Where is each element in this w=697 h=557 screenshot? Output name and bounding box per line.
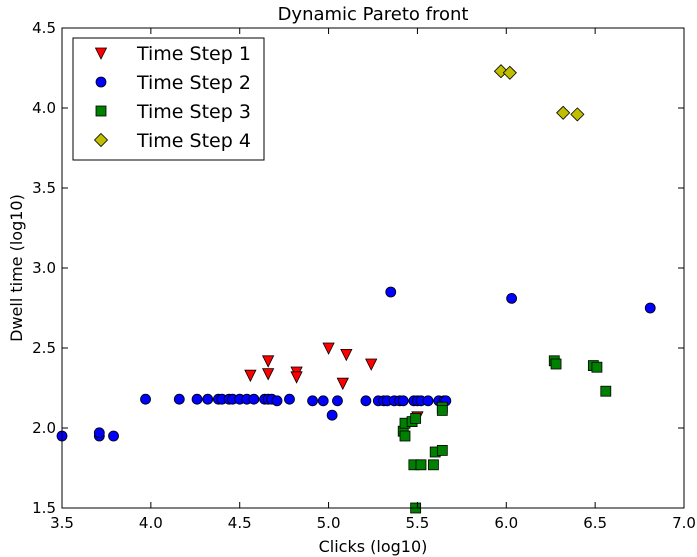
axis-ticks: 3.5 4.0 4.5 5.0 5.5 6.0 6.5 7.0 1.5 2.0 2.5 3.0 3.5 4… [32, 19, 696, 532]
series-2-point [422, 395, 434, 407]
x-tick-label: 3.5 [50, 514, 74, 532]
x-tick-label: 6.5 [583, 514, 607, 532]
series-3-point [436, 444, 448, 456]
x-tick-label: 7.0 [672, 514, 696, 532]
plot-frame [61, 27, 685, 509]
x-tick-label: 6.0 [494, 514, 518, 532]
chart-title: Dynamic Pareto front [278, 4, 469, 25]
x-axis-label: Clicks (log10) [319, 537, 428, 556]
y-tick-label: 2.5 [32, 339, 56, 357]
legend-marker-3 [95, 105, 107, 117]
y-tick-label: 4.5 [32, 19, 56, 37]
x-tick-label: 5.5 [405, 514, 429, 532]
data-markers [56, 64, 656, 514]
legend-marker-1 [94, 47, 108, 60]
series-3-point [428, 459, 439, 471]
series-2-point [307, 395, 318, 407]
y-tick-label: 3.5 [32, 179, 56, 197]
series-2-point [202, 393, 214, 405]
series-4-point [556, 105, 571, 120]
series-1-point [336, 377, 349, 391]
x-tick-label: 4.0 [139, 514, 163, 532]
series-3-point [415, 459, 427, 471]
legend-label-4: Time Step 4 [136, 130, 251, 152]
series-2-point [360, 395, 372, 407]
series-3-point [591, 361, 603, 373]
series-2-point [140, 393, 151, 405]
series-2-point [644, 302, 656, 314]
y-axis-label: Dwell time (log10) [7, 194, 26, 342]
x-tick-label: 5.0 [317, 514, 341, 532]
series-4-point [502, 65, 517, 80]
legend-label-1: Time Step 1 [136, 43, 251, 65]
series-1-point [340, 348, 353, 362]
series-1-point [262, 368, 275, 381]
series-2-point [93, 427, 105, 439]
series-2-point [173, 393, 185, 405]
y-tick-label: 3.0 [32, 259, 56, 277]
series-1-point [262, 355, 275, 368]
series-2-point [332, 395, 343, 407]
series-2-point [248, 393, 260, 405]
series-2-point [506, 292, 518, 304]
series-3-point [410, 412, 422, 424]
legend-label-2: Time Step 2 [136, 72, 251, 94]
series-2-point [284, 393, 295, 405]
x-tick-label: 4.5 [228, 514, 252, 532]
series-3-point [550, 358, 562, 370]
series-2-point [317, 395, 329, 407]
series-3-point [600, 385, 612, 397]
series-1-point [290, 371, 303, 384]
series-4-point [570, 107, 585, 122]
series-2-point [385, 286, 397, 298]
series-2-point [326, 409, 338, 421]
series-2-point [397, 395, 409, 407]
legend-marker-2 [95, 76, 107, 88]
y-tick-label: 1.5 [32, 499, 56, 517]
series-3-point [399, 430, 411, 442]
y-tick-label: 4.0 [32, 99, 56, 117]
y-tick-label: 2.0 [32, 419, 56, 437]
series-1-point [244, 369, 257, 383]
series-2-point [191, 393, 203, 405]
legend: Time Step 1 Time Step 2 Time Step 3 Time St… [72, 37, 265, 161]
series-3-point [436, 404, 448, 416]
series-1-point [322, 342, 335, 355]
series-1-point [365, 358, 378, 371]
legend-label-3: Time Step 3 [136, 101, 251, 123]
series-4-point [493, 64, 509, 79]
series-2-point [108, 430, 119, 442]
legend-marker-4 [93, 132, 109, 148]
series-2-point [271, 395, 283, 407]
